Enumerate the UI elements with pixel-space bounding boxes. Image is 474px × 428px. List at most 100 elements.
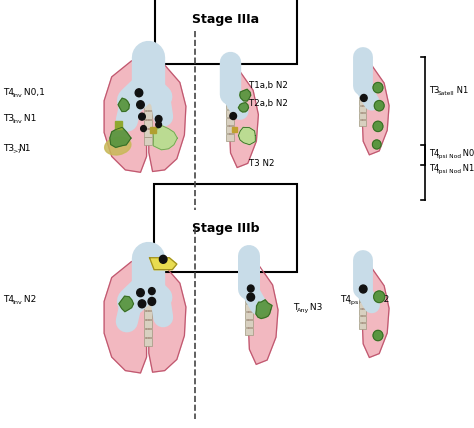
Polygon shape [256, 300, 272, 318]
Polygon shape [119, 296, 134, 312]
Bar [359, 64, 366, 70]
Bar [359, 57, 366, 63]
Bar [245, 288, 253, 295]
Text: T4: T4 [3, 88, 14, 97]
Circle shape [374, 101, 384, 111]
Text: T2a,b N2: T2a,b N2 [249, 99, 288, 108]
Circle shape [159, 256, 167, 263]
Bar [144, 119, 152, 128]
Text: Satell: Satell [438, 91, 454, 96]
Polygon shape [110, 127, 131, 147]
Ellipse shape [105, 137, 131, 155]
Bar [226, 94, 234, 101]
Bar [359, 274, 366, 280]
Bar [359, 113, 366, 119]
Bar [226, 134, 234, 141]
Circle shape [373, 83, 383, 93]
Text: N0: N0 [460, 149, 474, 158]
Circle shape [148, 288, 155, 294]
Text: Stage IIIb: Stage IIIb [192, 222, 259, 235]
Circle shape [247, 285, 254, 292]
Polygon shape [150, 258, 177, 270]
Text: N1: N1 [460, 164, 474, 173]
Bar [144, 57, 152, 65]
Bar [359, 267, 366, 273]
Circle shape [247, 293, 255, 301]
Text: Stage IIIa: Stage IIIa [192, 13, 259, 26]
Bar [144, 137, 152, 146]
Text: T3: T3 [3, 114, 14, 123]
Text: Any: Any [297, 308, 310, 313]
Text: T3: T3 [429, 86, 439, 95]
Bar [144, 128, 152, 137]
Bar [144, 267, 152, 275]
Bar [226, 62, 234, 69]
Bar [245, 272, 253, 279]
Circle shape [137, 101, 144, 109]
Polygon shape [248, 260, 278, 364]
Bar [245, 256, 253, 263]
Bar [150, 127, 156, 134]
Circle shape [138, 300, 146, 308]
Bar [359, 99, 366, 105]
Bar [144, 276, 152, 283]
Polygon shape [153, 125, 177, 150]
Circle shape [141, 125, 146, 131]
Text: Inv: Inv [12, 93, 22, 98]
Text: Inv: Inv [12, 119, 22, 124]
Text: Inv: Inv [12, 300, 22, 305]
Text: N2: N2 [374, 295, 389, 304]
Circle shape [139, 113, 146, 120]
Bar [144, 93, 152, 101]
Bar [144, 102, 152, 110]
Bar [144, 111, 152, 119]
Bar [144, 303, 152, 310]
Bar [359, 315, 366, 321]
Text: >7: >7 [12, 149, 21, 154]
Text: N1: N1 [455, 86, 469, 95]
Text: Ipsi Nod: Ipsi Nod [438, 169, 461, 174]
Polygon shape [362, 60, 389, 155]
Bar [359, 295, 366, 301]
Text: T4: T4 [429, 164, 439, 173]
Bar [144, 75, 152, 83]
Bar [144, 329, 152, 337]
Text: N0,1: N0,1 [21, 88, 46, 97]
Circle shape [135, 89, 143, 97]
Bar [245, 328, 253, 335]
Bar [359, 120, 366, 126]
Bar [359, 260, 366, 266]
Bar [245, 320, 253, 327]
Bar [144, 66, 152, 74]
Bar [359, 288, 366, 294]
Circle shape [374, 291, 385, 303]
Bar [226, 71, 234, 77]
Bar [144, 311, 152, 319]
Bar [245, 296, 253, 303]
Circle shape [155, 116, 162, 122]
Text: N2: N2 [21, 295, 37, 304]
Circle shape [373, 140, 381, 149]
Polygon shape [149, 57, 186, 172]
Bar [226, 126, 234, 133]
Bar [226, 110, 234, 117]
Text: T: T [293, 303, 298, 312]
Bar [359, 309, 366, 315]
Circle shape [148, 297, 155, 306]
Text: T3 N2: T3 N2 [249, 159, 275, 168]
Bar [144, 294, 152, 301]
Bar [245, 264, 253, 271]
Bar [359, 71, 366, 77]
Polygon shape [362, 263, 389, 357]
Polygon shape [118, 98, 129, 112]
Circle shape [359, 285, 367, 293]
Bar [359, 78, 366, 84]
Bar [359, 85, 366, 91]
Polygon shape [104, 57, 146, 172]
Bar [144, 320, 152, 328]
Text: Ipsi Nod: Ipsi Nod [349, 300, 375, 305]
Text: T1a,b N2: T1a,b N2 [249, 81, 288, 90]
Bar [359, 92, 366, 98]
Circle shape [137, 289, 144, 297]
Bar [144, 338, 152, 346]
